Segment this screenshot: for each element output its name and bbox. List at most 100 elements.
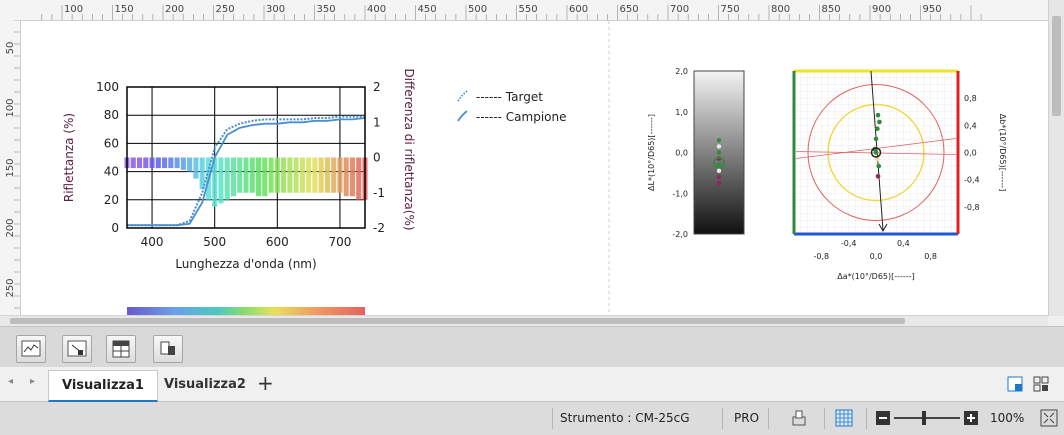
y-left-tick-label: 40 xyxy=(104,165,119,179)
x-tick-label: 400 xyxy=(141,235,164,249)
difference-bar xyxy=(237,157,243,193)
vertical-ruler: 50 100 150 200 250 xyxy=(0,19,21,315)
tab-visualizza1[interactable]: Visualizza1 xyxy=(48,370,158,402)
y-right-tick-label: -2 xyxy=(373,221,385,235)
table-view-button[interactable] xyxy=(106,335,136,363)
y-left-tick-label: 20 xyxy=(104,193,119,207)
difference-bar xyxy=(312,157,318,193)
y-right-tick-label: 2 xyxy=(373,80,381,94)
legend-label: ------ Campione xyxy=(476,110,567,124)
difference-bar xyxy=(174,157,180,169)
view-tab-bar: ◂ ▸ Visualizza1 Visualizza2 + xyxy=(0,367,1064,402)
ab-x-tick-label: 0,8 xyxy=(924,252,937,261)
split-pane-icon[interactable] xyxy=(1033,376,1049,392)
report-canvas[interactable]: 400 500 600 700 0 20 40 60 80 100 -2 -1 0 1 2 Lunghezza… xyxy=(21,21,1048,315)
spectral-graph-button[interactable] xyxy=(16,335,46,363)
ruler-label: 950 xyxy=(923,4,942,15)
ruler-label: 100 xyxy=(64,4,83,15)
difference-bar xyxy=(268,157,274,193)
tab-scroll-left-icon[interactable]: ◂ xyxy=(8,376,14,387)
lightness-tick-label: 1,0 xyxy=(675,108,688,117)
horizontal-scrollbar[interactable] xyxy=(0,315,1048,326)
y-left-tick-label: 60 xyxy=(104,136,119,150)
horizontal-ruler-scale: 100 150 200 250 300 350 400 450 500 550 600 650 700 7… xyxy=(41,4,982,20)
difference-bar xyxy=(155,157,161,169)
lightness-tick-label: -1,0 xyxy=(672,189,688,198)
difference-bar xyxy=(262,157,268,197)
table-icon xyxy=(112,340,130,358)
lightness-point xyxy=(716,168,722,174)
lightness-point xyxy=(716,144,722,149)
zoom-slider[interactable] xyxy=(894,417,960,419)
difference-bar xyxy=(318,157,324,193)
y-left-axis-label: Riflettanza (%) xyxy=(62,113,76,202)
color-diff-graph-button[interactable] xyxy=(62,335,92,363)
campione-curve xyxy=(127,117,366,227)
difference-bar xyxy=(149,157,155,169)
zoom-in-icon[interactable] xyxy=(964,411,978,425)
ruler-label: 200 xyxy=(5,218,16,237)
ab-y-axis-label: Δb*(10°/D65)[------] xyxy=(998,114,1007,192)
ab-y-tick-label: -0,8 xyxy=(964,203,980,212)
zoom-out-icon[interactable] xyxy=(876,411,890,425)
vertical-scrollbar[interactable] xyxy=(1048,0,1064,316)
difference-bar xyxy=(130,157,136,169)
lightness-tick-label: -2,0 xyxy=(672,230,688,239)
ab-point xyxy=(875,173,881,179)
ruler-label: 600 xyxy=(569,4,588,15)
chart-legend: ------ Target ------ Campione xyxy=(457,90,567,124)
ruler-label: 450 xyxy=(418,4,437,15)
y-right-tick-label: 0 xyxy=(373,151,381,165)
zoom-slider-thumb[interactable] xyxy=(921,411,926,425)
y-right-tick-label: -1 xyxy=(373,186,385,200)
grid-toggle-icon[interactable] xyxy=(835,409,853,427)
difference-bar xyxy=(162,157,168,169)
lightness-axis-label: ΔL*(10°/D65)[------] xyxy=(647,114,656,191)
ruler-label: 750 xyxy=(721,4,740,15)
difference-bar xyxy=(243,157,249,193)
instrument-status: Strumento : CM-25cG xyxy=(560,411,690,425)
layout-button[interactable] xyxy=(153,335,183,363)
difference-bar xyxy=(287,157,293,193)
chroma-arrow xyxy=(878,223,888,233)
difference-bar xyxy=(136,157,143,169)
single-pane-icon[interactable] xyxy=(1007,376,1023,392)
difference-bar xyxy=(199,157,205,190)
difference-bar xyxy=(281,157,287,193)
spectrum-color-strip xyxy=(127,307,365,315)
difference-bar xyxy=(218,157,224,204)
difference-bar xyxy=(349,157,356,197)
ab-point xyxy=(873,136,879,142)
add-tab-button[interactable]: + xyxy=(257,371,274,395)
lightness-difference-chart[interactable]: 2,0 1,0 0,0 -1,0 -2,0 ΔL*(10°/D65)[------] xyxy=(647,67,745,239)
ab-difference-chart[interactable]: -0,8 -0,4 0,0 0,4 0,8 0,8 0,4 0,0 -0,4 -0,8 Δa*(10… xyxy=(792,69,1007,281)
lightness-point xyxy=(716,138,722,143)
tab-visualizza2[interactable]: Visualizza2 xyxy=(164,377,246,392)
ab-point xyxy=(876,163,882,169)
view-toolbar xyxy=(0,326,1064,367)
ab-x-tick-label: 0,0 xyxy=(870,252,883,261)
print-preview-icon[interactable] xyxy=(790,409,808,427)
lightness-point xyxy=(716,162,722,167)
status-bar: Strumento : CM-25cG PRO 100% xyxy=(0,402,1064,435)
ruler-label: 150 xyxy=(5,158,16,177)
horizontal-scroll-thumb[interactable] xyxy=(10,318,905,324)
ab-point xyxy=(875,112,881,118)
target-curve xyxy=(127,115,365,227)
difference-bar xyxy=(168,157,174,169)
charts-area: 400 500 600 700 0 20 40 60 80 100 -2 -1 0 1 2 Lunghezza… xyxy=(62,21,1007,315)
tab-scroll-right-icon[interactable]: ▸ xyxy=(30,376,36,387)
ab-y-tick-label: 0,8 xyxy=(964,94,977,103)
difference-bar xyxy=(249,157,255,193)
difference-bar xyxy=(143,157,149,169)
spectral-reflectance-chart[interactable]: 400 500 600 700 0 20 40 60 80 100 -2 -1 0 1 2 Lunghezza… xyxy=(62,68,416,271)
fit-to-window-icon[interactable] xyxy=(1040,409,1058,427)
ruler-label: 350 xyxy=(317,4,336,15)
difference-bar xyxy=(343,157,349,197)
vertical-scroll-thumb[interactable] xyxy=(1052,16,1061,116)
difference-bar xyxy=(293,157,299,193)
ruler-label: 500 xyxy=(468,4,487,15)
legend-swatch xyxy=(457,110,468,122)
status-separator xyxy=(552,408,553,429)
lightness-tick-label: 2,0 xyxy=(675,67,688,76)
